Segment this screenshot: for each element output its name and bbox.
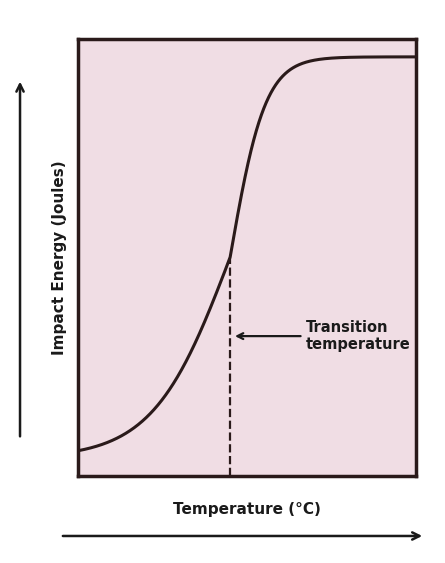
Y-axis label: Impact Energy (Joules): Impact Energy (Joules) bbox=[52, 160, 67, 355]
Text: Temperature (°C): Temperature (°C) bbox=[173, 502, 321, 517]
Text: Transition
temperature: Transition temperature bbox=[238, 320, 411, 352]
